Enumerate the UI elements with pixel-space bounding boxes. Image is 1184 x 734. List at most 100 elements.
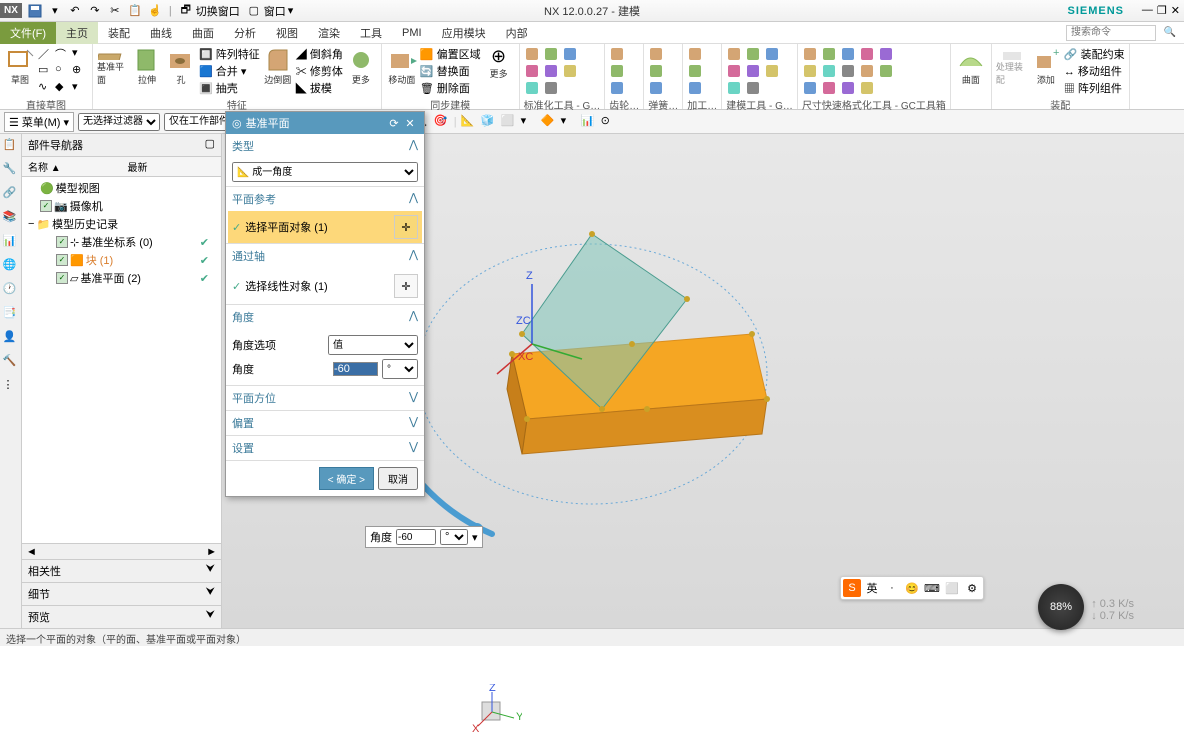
rail-asm-icon[interactable]: 🔧 (3, 162, 19, 178)
tab-tools[interactable]: 工具 (350, 22, 392, 44)
perf-widget[interactable]: 88% (1038, 584, 1084, 630)
rail-constraint-icon[interactable]: 🔗 (3, 186, 19, 202)
section-orient[interactable]: 平面方位⋁ (226, 386, 424, 410)
tool-icon[interactable] (745, 63, 761, 79)
tab-render[interactable]: 渲染 (308, 22, 350, 44)
tool-icon[interactable] (648, 63, 664, 79)
line-icon[interactable]: ／ (38, 46, 54, 62)
float-unit-select[interactable]: ° (440, 529, 468, 545)
opt-icon[interactable]: ⊙ (601, 114, 617, 130)
tab-curve[interactable]: 曲线 (140, 22, 182, 44)
tool-icon[interactable] (687, 46, 703, 62)
onscreen-angle-input[interactable]: 角度 ° ▾ (365, 526, 483, 548)
select-axis-icon[interactable]: ✛ (394, 274, 418, 298)
rail-browser-icon[interactable]: 🌐 (3, 258, 19, 274)
move-face-button[interactable]: 移动面 (386, 46, 418, 86)
select-axis-label[interactable]: 选择线性对象 (1) (245, 278, 390, 294)
tool-icon[interactable] (840, 80, 856, 96)
angle-input[interactable] (333, 362, 378, 376)
shell-button[interactable]: 🔳 抽壳 (199, 80, 260, 96)
sketch-button[interactable]: 草图 (4, 46, 36, 86)
tree-scroll-right-icon[interactable]: ► (206, 546, 217, 558)
more-feature-button[interactable]: 更多 (345, 46, 377, 86)
edge-blend-button[interactable]: 边倒圆 (262, 46, 294, 86)
tool-icon[interactable] (726, 63, 742, 79)
tool-icon[interactable] (562, 46, 578, 62)
window-switch-icon[interactable]: 🗗 (178, 3, 194, 19)
search-icon[interactable]: 🔍 (1164, 27, 1176, 38)
opt-icon[interactable]: ▾ (521, 114, 537, 130)
ok-button[interactable]: < 确定 > (319, 467, 374, 490)
menu-button[interactable]: ☰ 菜单(M) ▾ (4, 112, 74, 132)
tab-home[interactable]: 主页 (56, 22, 98, 44)
tree-row[interactable]: −📁模型历史记录 (24, 215, 219, 233)
tab-pmi[interactable]: PMI (392, 24, 432, 42)
angle-option-select[interactable]: 值 (328, 335, 418, 355)
angle-unit-select[interactable]: ° (382, 359, 418, 379)
datum-plane-button[interactable]: 基准平面 (97, 46, 129, 86)
dialog-close-icon[interactable]: ✕ (402, 117, 418, 130)
tool-icon[interactable] (524, 80, 540, 96)
redo-icon[interactable]: ↷ (87, 3, 103, 19)
tool-icon[interactable] (687, 63, 703, 79)
extrude-button[interactable]: 拉伸 (131, 46, 163, 86)
ime-keyboard-icon[interactable]: ⌨ (923, 579, 941, 597)
dropdown-icon[interactable]: ▾ (47, 3, 63, 19)
tool-icon[interactable] (802, 46, 818, 62)
rail-nav-icon[interactable]: 📋 (3, 138, 19, 154)
section-offset[interactable]: 偏置⋁ (226, 411, 424, 435)
pattern-comp-button[interactable]: ▦ 阵列组件 (1064, 80, 1125, 96)
unite-button[interactable]: 🟦 合并 ▾ (199, 63, 260, 79)
rail-hd3d-icon[interactable]: 📊 (3, 234, 19, 250)
more-icon[interactable]: ▾ (72, 46, 88, 62)
tree-row[interactable]: 🟢模型视图 (24, 179, 219, 197)
col-name[interactable]: 名称 ▲ (22, 157, 122, 176)
nav-pin-icon[interactable]: ▢ (205, 137, 215, 153)
rail-more-icon[interactable]: ⋮ (3, 378, 19, 394)
tool-icon[interactable] (821, 46, 837, 62)
tab-view[interactable]: 视图 (266, 22, 308, 44)
opt-icon[interactable]: 🔶 (541, 114, 557, 130)
more2-icon[interactable]: ◆ (55, 80, 71, 96)
rect-icon[interactable]: ▭ (38, 63, 54, 79)
offset-region-button[interactable]: 🟧 偏置区域 (420, 46, 481, 62)
nav-section-dependency[interactable]: 相关性⮟ (22, 559, 221, 582)
tool-icon[interactable] (524, 46, 540, 62)
opt-icon[interactable]: ▾ (561, 114, 577, 130)
tool-icon[interactable] (524, 63, 540, 79)
tab-internal[interactable]: 内部 (496, 22, 538, 44)
tool-icon[interactable] (840, 63, 856, 79)
tool-icon[interactable] (878, 63, 894, 79)
asm-constraint-button[interactable]: 🔗 装配约束 (1064, 46, 1125, 62)
dd-icon[interactable]: ▾ (72, 80, 88, 96)
ime-settings-icon[interactable]: ⚙ (963, 579, 981, 597)
work-asm-button[interactable]: 处理装配 (996, 46, 1028, 86)
delete-face-button[interactable]: 🗑 删除面 (420, 80, 481, 96)
close-icon[interactable]: ✕ (1171, 4, 1180, 17)
tool-icon[interactable] (609, 80, 625, 96)
section-axis[interactable]: 通过轴⋀ (226, 244, 424, 268)
switch-window-label[interactable]: 切换窗口 (196, 3, 240, 19)
tool-icon[interactable] (859, 80, 875, 96)
cut-icon[interactable]: ✂ (107, 3, 123, 19)
tool-icon[interactable] (859, 46, 875, 62)
more-sync-button[interactable]: ⊕更多 (483, 46, 515, 86)
select-plane-label[interactable]: 选择平面对象 (1) (245, 219, 390, 235)
window-label[interactable]: 窗口 (264, 3, 286, 19)
add-comp-button[interactable]: +添加 (1030, 46, 1062, 86)
tool-icon[interactable] (802, 63, 818, 79)
view-triad-icon[interactable]: Z Y X (472, 684, 522, 734)
tool-icon[interactable] (648, 80, 664, 96)
section-angle[interactable]: 角度⋀ (226, 305, 424, 329)
tool-icon[interactable] (821, 80, 837, 96)
opt-icon[interactable]: ⬜ (501, 114, 517, 130)
ime-emoji-icon[interactable]: 😊 (903, 579, 921, 597)
move-comp-button[interactable]: ↔ 移动组件 (1064, 63, 1125, 79)
tool-icon[interactable] (840, 46, 856, 62)
tool-icon[interactable] (543, 46, 559, 62)
rail-layers-icon[interactable]: 📑 (3, 306, 19, 322)
tool-icon[interactable] (821, 63, 837, 79)
chamfer-button[interactable]: ◢ 倒斜角 (296, 46, 343, 62)
float-angle-input[interactable] (396, 529, 436, 545)
nav-section-preview[interactable]: 预览⮟ (22, 605, 221, 628)
